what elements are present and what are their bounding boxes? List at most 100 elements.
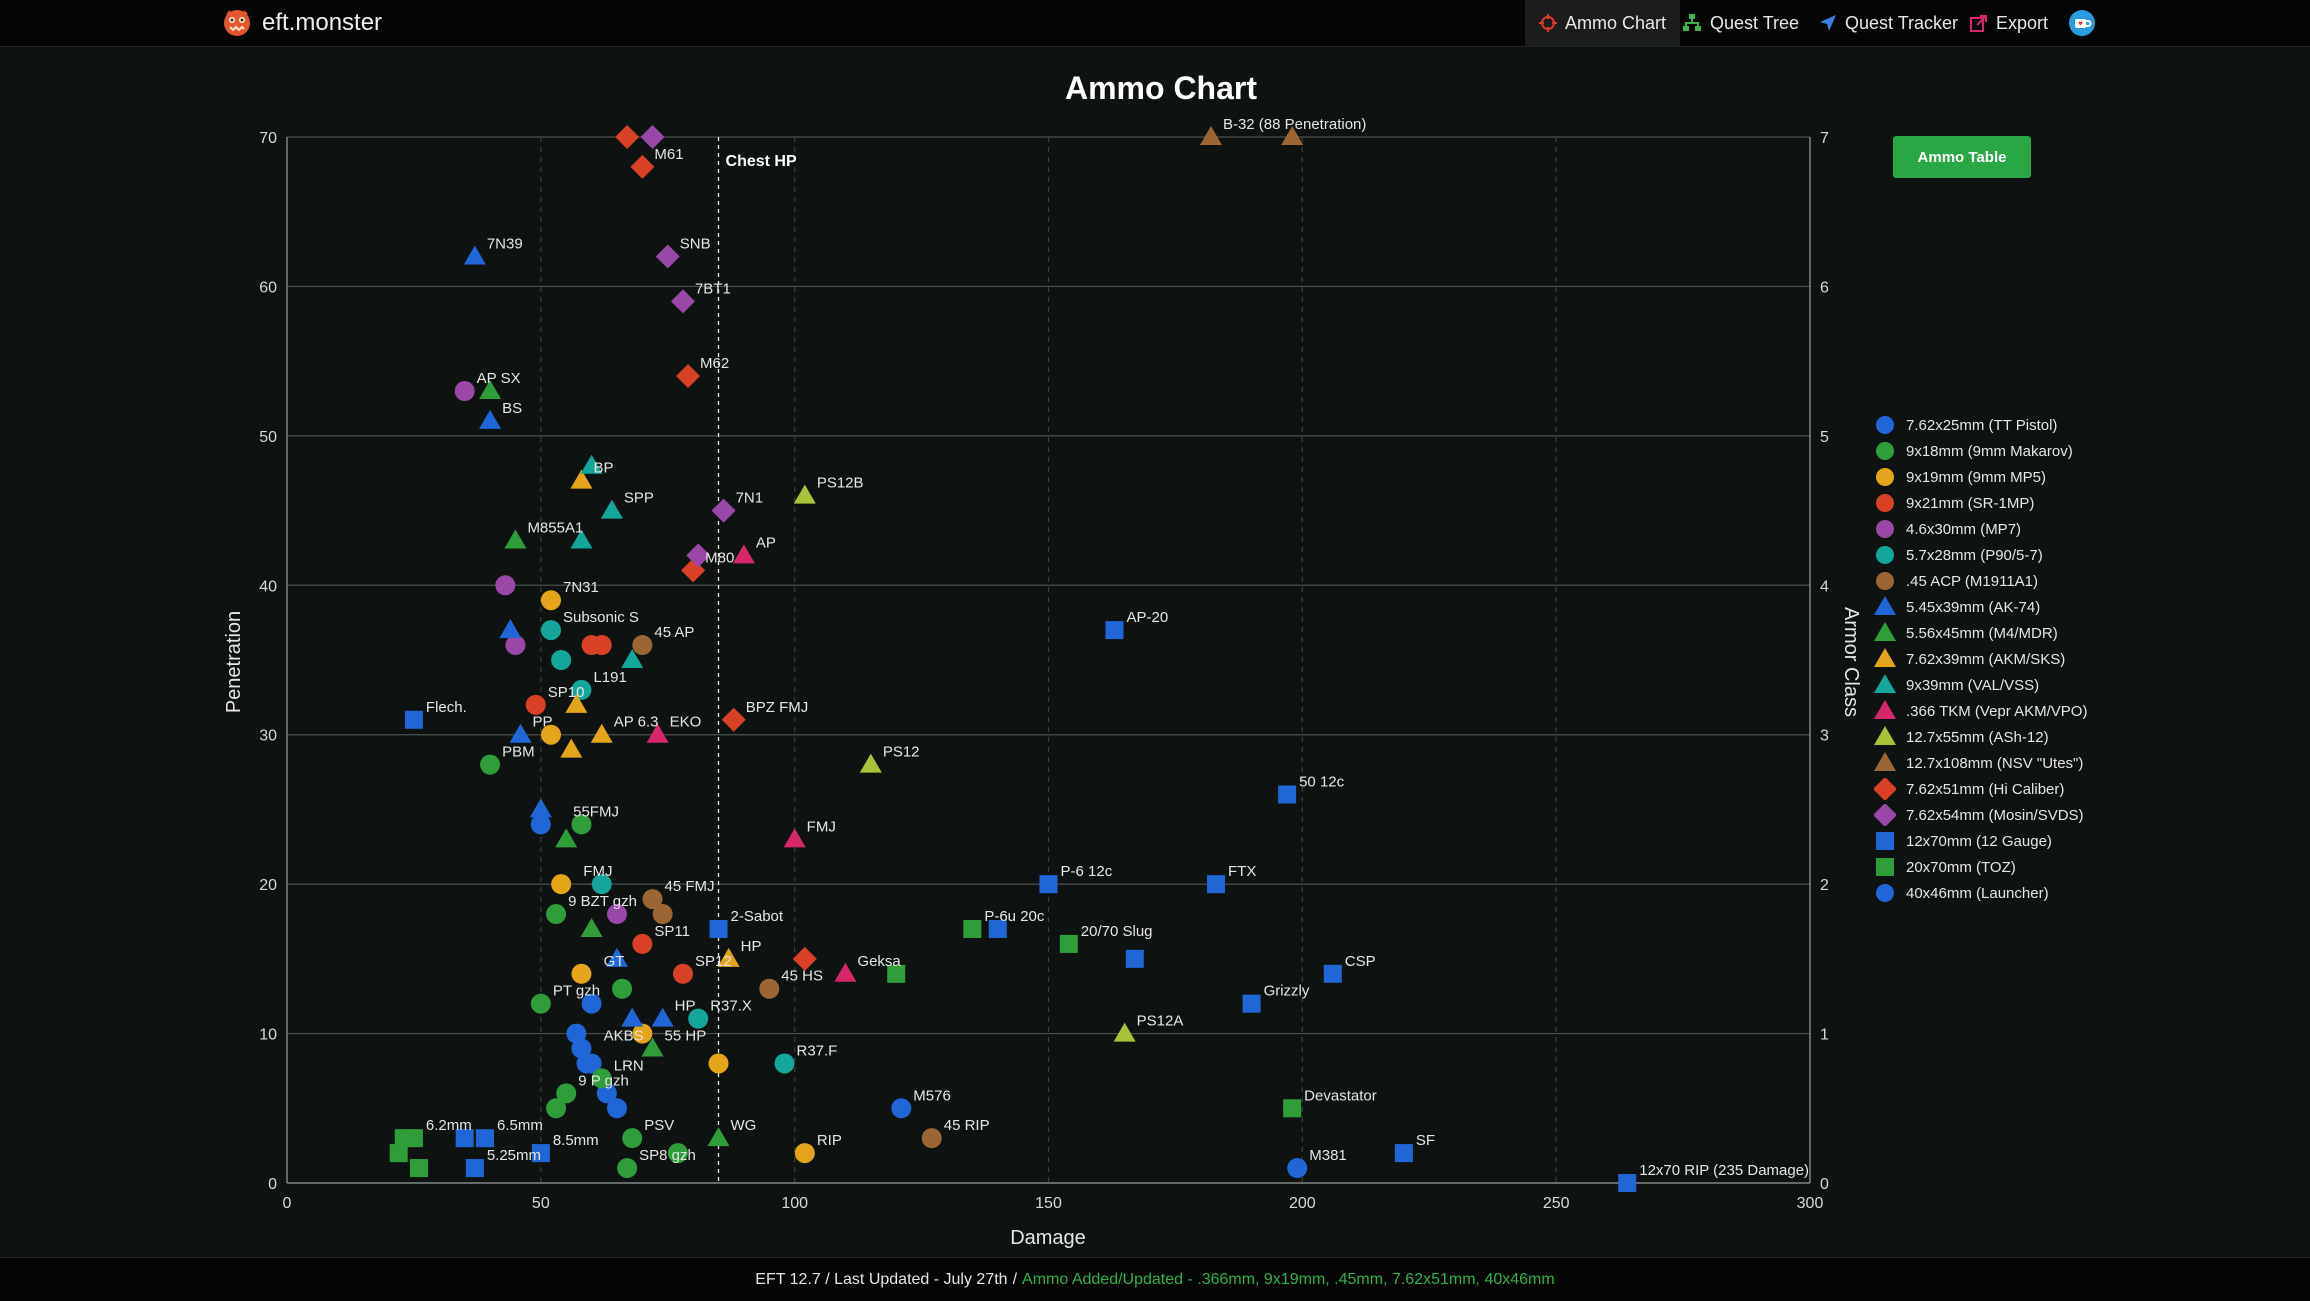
- legend-item[interactable]: 7.62x51mm (Hi Caliber): [1874, 776, 2087, 802]
- data-point[interactable]: [622, 1128, 643, 1149]
- data-point[interactable]: [1105, 621, 1124, 640]
- data-point[interactable]: [546, 1098, 567, 1119]
- legend-item[interactable]: 9x39mm (VAL/VSS): [1874, 672, 2087, 698]
- data-point[interactable]: [409, 1159, 428, 1178]
- data-point[interactable]: [570, 529, 593, 549]
- legend-item[interactable]: 9x18mm (9mm Makarov): [1874, 438, 2087, 464]
- data-point[interactable]: [580, 917, 603, 937]
- data-point[interactable]: [1281, 126, 1304, 145]
- data-point[interactable]: [565, 693, 588, 713]
- data-point[interactable]: [709, 919, 728, 938]
- data-point[interactable]: [389, 1144, 408, 1163]
- nav-quest-tracker[interactable]: Quest Tracker: [1805, 0, 1972, 46]
- data-point[interactable]: [793, 484, 816, 504]
- nav-export[interactable]: Export: [1956, 0, 2062, 46]
- legend-item[interactable]: 12.7x55mm (ASh-12): [1874, 724, 2087, 750]
- data-point[interactable]: [560, 738, 583, 758]
- data-point[interactable]: [581, 993, 602, 1014]
- data-point[interactable]: [1278, 785, 1297, 804]
- data-point[interactable]: [887, 964, 906, 983]
- data-point[interactable]: [655, 244, 680, 269]
- data-point[interactable]: [1113, 1022, 1136, 1042]
- data-point[interactable]: [600, 499, 623, 519]
- data-point[interactable]: [590, 723, 613, 743]
- legend-item[interactable]: 20x70mm (TOZ): [1874, 854, 2087, 880]
- data-point[interactable]: [891, 1098, 912, 1119]
- legend-item[interactable]: 12.7x108mm (NSV "Utes"): [1874, 750, 2087, 776]
- data-point[interactable]: [794, 1143, 815, 1164]
- legend-item[interactable]: 40x46mm (Launcher): [1874, 880, 2087, 906]
- data-point[interactable]: [717, 947, 740, 967]
- data-point[interactable]: [859, 753, 882, 773]
- data-point[interactable]: [540, 724, 561, 745]
- data-point[interactable]: [1059, 934, 1078, 953]
- data-point[interactable]: [667, 1143, 688, 1164]
- data-point[interactable]: [1394, 1144, 1413, 1163]
- data-point[interactable]: [505, 635, 526, 656]
- data-point[interactable]: [570, 469, 593, 489]
- brand[interactable]: eft.monster: [222, 8, 382, 38]
- data-point[interactable]: [463, 245, 486, 265]
- data-point[interactable]: [591, 635, 612, 656]
- data-point[interactable]: [621, 649, 644, 668]
- data-point[interactable]: [556, 1083, 577, 1104]
- data-point[interactable]: [475, 1129, 494, 1148]
- ammo-table-button[interactable]: Ammo Table: [1893, 136, 2031, 178]
- legend-item[interactable]: 9x21mm (SR-1MP): [1874, 490, 2087, 516]
- data-point[interactable]: [591, 1068, 612, 1089]
- data-point[interactable]: [454, 381, 475, 402]
- data-point[interactable]: [465, 1159, 484, 1178]
- data-point[interactable]: [646, 723, 669, 743]
- nav-ammo-chart[interactable]: Ammo Chart: [1525, 0, 1681, 46]
- data-point[interactable]: [495, 575, 516, 596]
- data-point[interactable]: [581, 1053, 602, 1074]
- data-point[interactable]: [555, 828, 578, 848]
- data-point[interactable]: [630, 154, 655, 179]
- data-point[interactable]: [711, 498, 736, 523]
- data-point[interactable]: [732, 544, 755, 564]
- legend-item[interactable]: 4.6x30mm (MP7): [1874, 516, 2087, 542]
- data-point[interactable]: [988, 919, 1007, 938]
- data-point[interactable]: [525, 694, 546, 715]
- data-point[interactable]: [640, 125, 665, 149]
- legend-item[interactable]: 5.7x28mm (P90/5-7): [1874, 542, 2087, 568]
- data-point[interactable]: [783, 828, 806, 848]
- data-point[interactable]: [531, 1144, 550, 1163]
- data-point[interactable]: [509, 723, 532, 743]
- data-point[interactable]: [480, 754, 501, 775]
- data-point[interactable]: [479, 409, 502, 429]
- data-point[interactable]: [1125, 949, 1144, 968]
- data-point[interactable]: [1618, 1174, 1637, 1192]
- data-point[interactable]: [551, 874, 572, 895]
- data-point[interactable]: [759, 978, 780, 999]
- legend-item[interactable]: 7.62x25mm (TT Pistol): [1874, 412, 2087, 438]
- data-point[interactable]: [1039, 875, 1058, 894]
- data-point[interactable]: [546, 904, 567, 925]
- data-point[interactable]: [632, 933, 653, 954]
- data-point[interactable]: [651, 1007, 674, 1027]
- data-point[interactable]: [1283, 1099, 1302, 1118]
- data-point[interactable]: [530, 993, 551, 1014]
- data-point[interactable]: [1242, 994, 1261, 1013]
- data-point[interactable]: [479, 380, 502, 400]
- legend-item[interactable]: 9x19mm (9mm MP5): [1874, 464, 2087, 490]
- nav-quest-tree[interactable]: Quest Tree: [1668, 0, 1813, 46]
- data-point[interactable]: [921, 1128, 942, 1149]
- data-point[interactable]: [708, 1053, 729, 1074]
- data-point[interactable]: [676, 364, 701, 389]
- data-point[interactable]: [540, 590, 561, 611]
- data-point[interactable]: [606, 1098, 627, 1119]
- data-point[interactable]: [605, 947, 628, 967]
- data-point[interactable]: [504, 529, 527, 549]
- data-point[interactable]: [551, 650, 572, 670]
- data-point[interactable]: [774, 1053, 795, 1074]
- legend-item[interactable]: .45 ACP (M1911A1): [1874, 568, 2087, 594]
- data-point[interactable]: [540, 620, 561, 641]
- data-point[interactable]: [1323, 964, 1342, 983]
- data-point[interactable]: [1287, 1158, 1308, 1179]
- data-point[interactable]: [721, 707, 746, 732]
- data-point[interactable]: [632, 1023, 653, 1044]
- data-point[interactable]: [963, 919, 982, 938]
- data-point[interactable]: [686, 543, 711, 568]
- data-point[interactable]: [617, 1158, 638, 1179]
